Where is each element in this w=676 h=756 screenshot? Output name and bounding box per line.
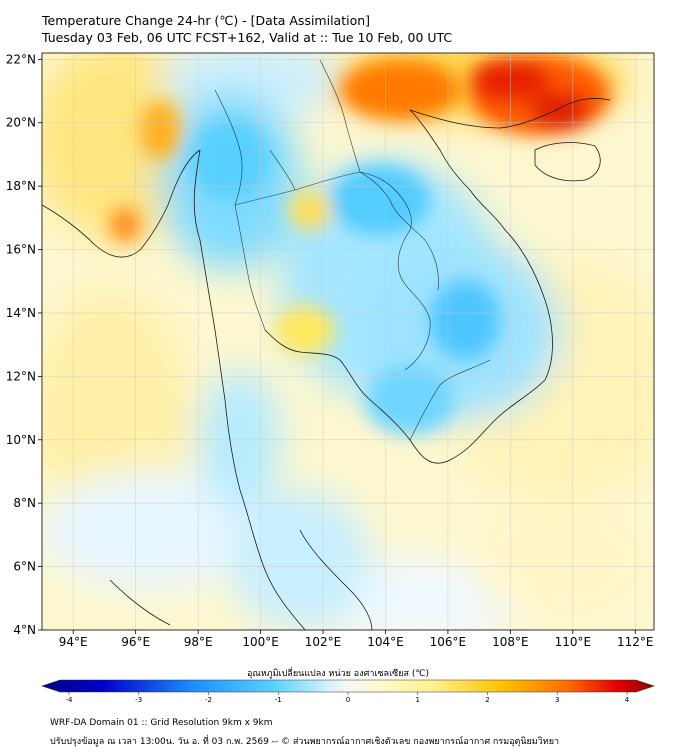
- lat-label: 14°N: [6, 306, 36, 320]
- lon-label: 96°E: [121, 635, 150, 649]
- latitude-labels: 22°N 20°N 18°N 16°N 14°N 12°N 10°N 8°N 6°N 4°N: [6, 52, 42, 637]
- colorbar-title: อุณหภูมิเปลี่ยนแปลง หน่วย องศาเซลเซียส (…: [246, 669, 430, 679]
- colorbar-tick-label: -2: [205, 696, 212, 704]
- colorbar-tick-label: 0: [346, 696, 350, 704]
- lon-label: 98°E: [184, 635, 213, 649]
- temperature-field: [42, 53, 654, 630]
- lon-label: 100°E: [242, 635, 279, 649]
- lon-label: 104°E: [367, 635, 404, 649]
- lon-label: 94°E: [59, 635, 88, 649]
- colorbar-ticks: -4 -3 -2 -1 0 1 2 3 4: [66, 692, 630, 704]
- lat-label: 4°N: [13, 623, 36, 637]
- map-subtitle: Tuesday 03 Feb, 06 UTC FCST+162, Valid a…: [42, 30, 453, 45]
- colorbar-tick-label: 3: [555, 696, 559, 704]
- lon-label: 112°E: [617, 635, 654, 649]
- colorbar-tick-label: 4: [625, 696, 630, 704]
- footer-credit: ปรับปรุงข้อมูล ณ เวลา 13:00น. วัน อ. ที่…: [50, 737, 560, 747]
- borders: [214, 59, 491, 441]
- map-title: Temperature Change 24-hr (℃) - [Data Ass…: [42, 13, 371, 28]
- footer-model-info: WRF-DA Domain 01 :: Grid Resolution 9km …: [50, 718, 273, 728]
- lat-label: 6°N: [13, 560, 36, 574]
- colorbar-tick-label: -4: [66, 696, 74, 704]
- colorbar-tick-label: -3: [135, 696, 142, 704]
- lat-label: 16°N: [6, 243, 36, 257]
- colorbar-tick-label: 1: [416, 696, 420, 704]
- lon-label: 106°E: [430, 635, 467, 649]
- lon-label: 102°E: [305, 635, 342, 649]
- colorbar-tick-label: -1: [275, 696, 282, 704]
- colorbar: -4 -3 -2 -1 0 1 2 3 4: [41, 679, 655, 704]
- graticule: [42, 53, 654, 630]
- coastlines: [42, 98, 611, 630]
- map-frame: [41, 52, 655, 631]
- colorbar-gradient: [41, 679, 655, 693]
- lat-label: 20°N: [6, 116, 36, 130]
- lat-label: 8°N: [13, 496, 36, 510]
- lat-label: 18°N: [6, 179, 36, 193]
- colorbar-tick-label: 2: [485, 696, 489, 704]
- longitude-labels: 94°E 96°E 98°E 100°E 102°E 104°E 106°E 108°E 110…: [59, 630, 654, 649]
- lon-label: 110°E: [555, 635, 592, 649]
- lat-label: 12°N: [6, 369, 36, 383]
- lon-label: 108°E: [492, 635, 529, 649]
- lat-label: 10°N: [6, 433, 36, 447]
- lat-label: 22°N: [6, 52, 36, 66]
